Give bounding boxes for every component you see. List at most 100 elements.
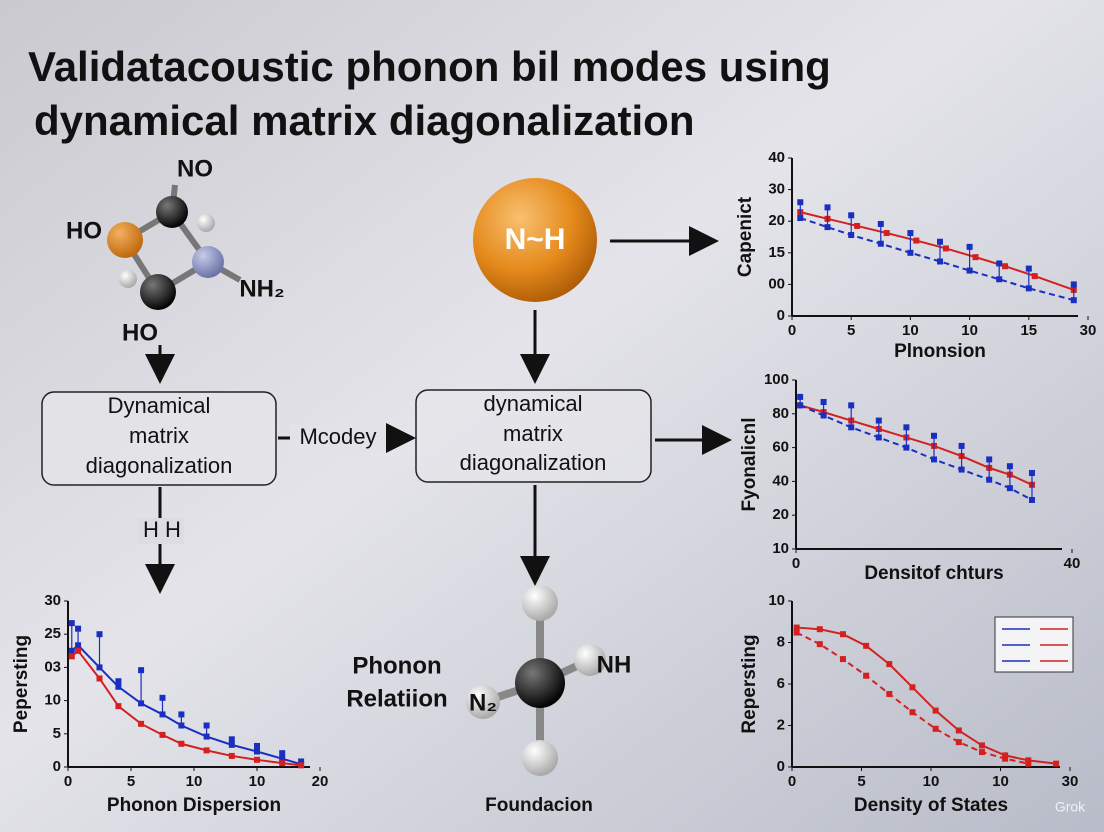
- y-tick-label: 00: [768, 275, 785, 292]
- error-cap: [903, 424, 910, 431]
- caption: Phonon: [352, 652, 441, 679]
- y-tick-label: 20: [768, 212, 785, 229]
- data-point: [279, 755, 286, 762]
- data-point: [913, 237, 920, 244]
- error-cap: [254, 742, 260, 749]
- error-cap: [797, 393, 804, 400]
- atom: [156, 196, 188, 228]
- y-tick-label: 20: [772, 506, 789, 523]
- data-point: [1002, 755, 1009, 762]
- data-point: [797, 215, 804, 222]
- title-line: dynamical matrix diagonalization: [34, 97, 695, 144]
- box-text: diagonalization: [460, 450, 607, 475]
- arrow-label: H H: [143, 517, 181, 542]
- x-tick-label: 10: [186, 773, 203, 790]
- error-cap: [1028, 469, 1035, 476]
- data-point: [978, 742, 985, 749]
- y-tick-label: 100: [764, 371, 789, 388]
- y-tick-label: 30: [768, 181, 785, 198]
- data-point: [883, 230, 890, 237]
- atom: [107, 222, 143, 258]
- data-point: [820, 412, 827, 419]
- error-cap: [824, 204, 831, 211]
- series-line: [799, 404, 1033, 501]
- error-cap: [875, 417, 882, 424]
- data-point: [863, 672, 870, 679]
- y-tick-label: 40: [772, 472, 789, 489]
- y-tick-label: 10: [772, 540, 789, 557]
- data-point: [1006, 485, 1013, 492]
- process-box: [415, 389, 652, 483]
- y-axis-label: Fyonalicnl: [739, 418, 760, 512]
- y-tick-label: 03: [44, 658, 61, 675]
- x-tick-label: 5: [857, 773, 865, 790]
- data-point: [138, 700, 145, 707]
- center-node-label: N~H: [505, 223, 566, 256]
- data-point: [839, 631, 846, 638]
- y-tick-label: 0: [777, 758, 785, 775]
- data-point: [96, 675, 103, 682]
- data-point: [115, 683, 122, 690]
- data-point: [1025, 285, 1032, 292]
- series-line: [800, 211, 1075, 291]
- y-tick-label: 5: [53, 725, 61, 742]
- atom-label: NO: [177, 155, 213, 182]
- data-point: [942, 245, 949, 252]
- title-line: Validatacoustic phonon bil modes using: [28, 43, 831, 90]
- data-point: [854, 222, 861, 229]
- atom: [574, 644, 606, 676]
- y-tick-label: 2: [777, 716, 785, 733]
- atom-label: HO: [66, 217, 102, 244]
- series-line: [796, 626, 1057, 765]
- atom: [522, 585, 558, 621]
- error-cap: [228, 736, 235, 743]
- data-point: [816, 626, 823, 633]
- data-point: [966, 267, 973, 274]
- x-tick-label: 10: [249, 773, 266, 790]
- atom: [140, 274, 176, 310]
- y-tick-label: 30: [44, 592, 61, 609]
- x-tick-label: 10: [923, 773, 940, 790]
- label-bg: [290, 424, 386, 452]
- label-bg: [138, 518, 184, 544]
- error-cap: [159, 694, 166, 701]
- data-point: [972, 254, 979, 261]
- y-axis-label: Repersting: [739, 634, 760, 733]
- data-point: [937, 258, 943, 265]
- error-cap: [1025, 265, 1032, 272]
- y-tick-label: 80: [772, 405, 789, 422]
- data-point: [909, 709, 916, 716]
- error-cap: [931, 432, 937, 439]
- series-line: [799, 404, 1033, 486]
- data-point: [886, 661, 893, 668]
- data-point: [797, 402, 804, 409]
- data-point: [1053, 760, 1060, 767]
- arrow-label: Mcodey: [299, 424, 376, 449]
- x-tick-label: 5: [847, 322, 855, 339]
- data-point: [955, 727, 962, 734]
- data-point: [931, 456, 937, 463]
- x-tick-label: 15: [1020, 322, 1037, 339]
- series-line: [799, 217, 1075, 302]
- x-tick-label: 10: [992, 773, 1009, 790]
- data-point: [907, 249, 914, 256]
- data-point: [159, 711, 166, 718]
- y-tick-label: 6: [777, 675, 785, 692]
- y-tick-label: 10: [44, 692, 61, 709]
- box-text: Dynamical: [108, 393, 211, 418]
- data-point: [932, 725, 939, 732]
- atom-label: HO: [122, 319, 158, 346]
- data-point: [886, 690, 893, 697]
- data-point: [793, 629, 800, 636]
- atom: [515, 658, 565, 708]
- atom: [522, 740, 558, 776]
- x-tick-label: 0: [792, 555, 800, 572]
- series-line: [71, 649, 302, 767]
- data-point: [877, 240, 884, 247]
- atom: [192, 246, 224, 278]
- x-tick-label: 0: [788, 322, 796, 339]
- error-cap: [937, 238, 943, 245]
- box-text: matrix: [503, 421, 563, 446]
- data-point: [909, 684, 916, 691]
- error-cap: [958, 442, 965, 449]
